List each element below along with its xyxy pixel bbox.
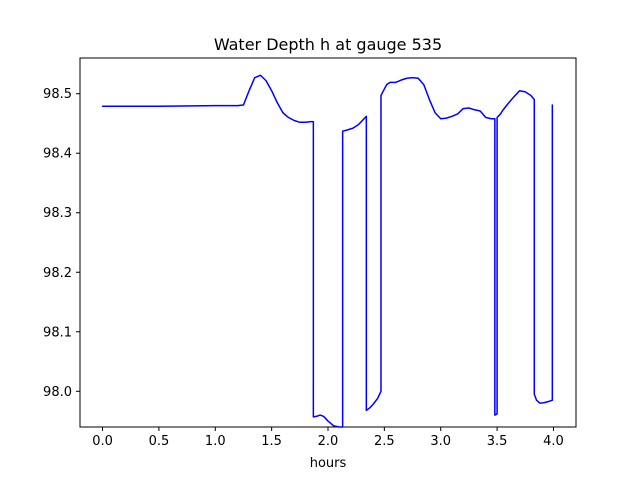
chart-title: Water Depth h at gauge 535 (214, 35, 442, 54)
x-tick-label: 0.5 (149, 434, 170, 449)
x-axis-label: hours (310, 456, 347, 471)
x-tick-label: 3.0 (430, 434, 451, 449)
x-tick-label: 4.0 (543, 434, 564, 449)
y-tick-label: 98.3 (43, 206, 72, 221)
y-tick-label: 98.5 (43, 87, 72, 102)
series-line-0 (101, 74, 554, 428)
x-tick-label: 2.0 (318, 434, 339, 449)
x-tick-label: 1.5 (261, 434, 282, 449)
y-tick-label: 98.2 (43, 266, 72, 281)
x-tick-label: 1.0 (205, 434, 226, 449)
x-tick-label: 3.5 (487, 434, 508, 449)
x-tick-label: 2.5 (374, 434, 395, 449)
y-tick-label: 98.0 (43, 385, 72, 400)
y-axis: 98.0 98.1 98.2 98.3 98.4 98.5 (43, 87, 80, 400)
y-tick-label: 98.4 (43, 147, 72, 162)
y-tick-label: 98.1 (43, 325, 72, 340)
series-layer (101, 74, 554, 428)
x-axis: 0.0 0.5 1.0 1.5 2.0 2.5 3.0 3.5 4.0 (92, 427, 564, 449)
x-tick-label: 0.0 (92, 434, 113, 449)
